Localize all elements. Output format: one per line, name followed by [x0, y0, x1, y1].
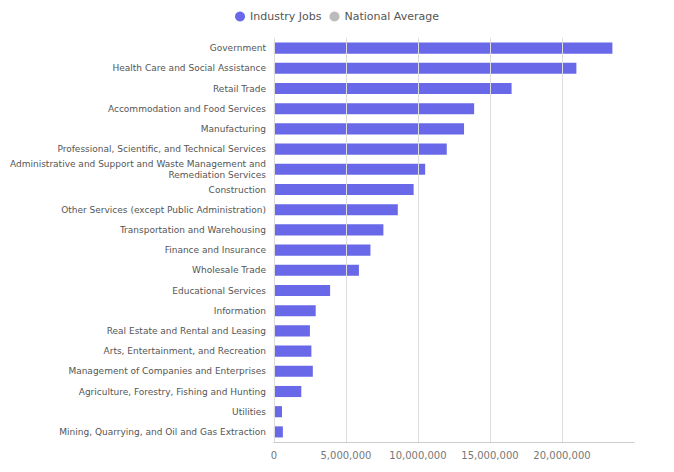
svg-text:Administrative and Support and: Administrative and Support and Waste Man… [10, 159, 266, 169]
svg-text:Arts, Entertainment, and Recre: Arts, Entertainment, and Recreation [104, 346, 266, 356]
svg-text:20,000,000: 20,000,000 [533, 450, 590, 461]
svg-text:Government: Government [210, 43, 267, 53]
svg-text:Information: Information [214, 306, 266, 316]
svg-text:10,000,000: 10,000,000 [389, 450, 446, 461]
svg-text:Wholesale Trade: Wholesale Trade [192, 265, 266, 275]
svg-text:Industry Jobs: Industry Jobs [250, 10, 322, 23]
svg-text:0: 0 [271, 450, 277, 461]
svg-text:Retail Trade: Retail Trade [213, 84, 266, 94]
svg-text:Health Care and Social Assista: Health Care and Social Assistance [113, 63, 267, 73]
svg-text:Finance and Insurance: Finance and Insurance [165, 245, 267, 255]
svg-text:Management of Companies and En: Management of Companies and Enterprises [68, 366, 266, 376]
svg-text:15,000,000: 15,000,000 [461, 450, 518, 461]
svg-text:Agriculture, Forestry, Fishing: Agriculture, Forestry, Fishing and Hunti… [79, 387, 266, 397]
svg-text:Educational Services: Educational Services [172, 286, 266, 296]
svg-text:Other Services (except Public: Other Services (except Public Administra… [61, 205, 266, 215]
svg-text:Mining, Quarrying, and Oil and: Mining, Quarrying, and Oil and Gas Extra… [59, 427, 266, 437]
svg-text:Professional, Scientific, and: Professional, Scientific, and Technical … [57, 144, 266, 154]
svg-text:Utilities: Utilities [232, 407, 266, 417]
svg-text:Construction: Construction [209, 185, 266, 195]
svg-text:Manufacturing: Manufacturing [201, 124, 266, 134]
svg-text:5,000,000: 5,000,000 [320, 450, 371, 461]
svg-text:Real Estate and Rental and Lea: Real Estate and Rental and Leasing [107, 326, 266, 336]
svg-text:Remediation Services: Remediation Services [168, 170, 266, 180]
svg-text:Transportation and Warehousing: Transportation and Warehousing [119, 225, 266, 235]
svg-text:National Average: National Average [344, 10, 439, 23]
svg-text:Accommodation and Food Service: Accommodation and Food Services [108, 104, 266, 114]
